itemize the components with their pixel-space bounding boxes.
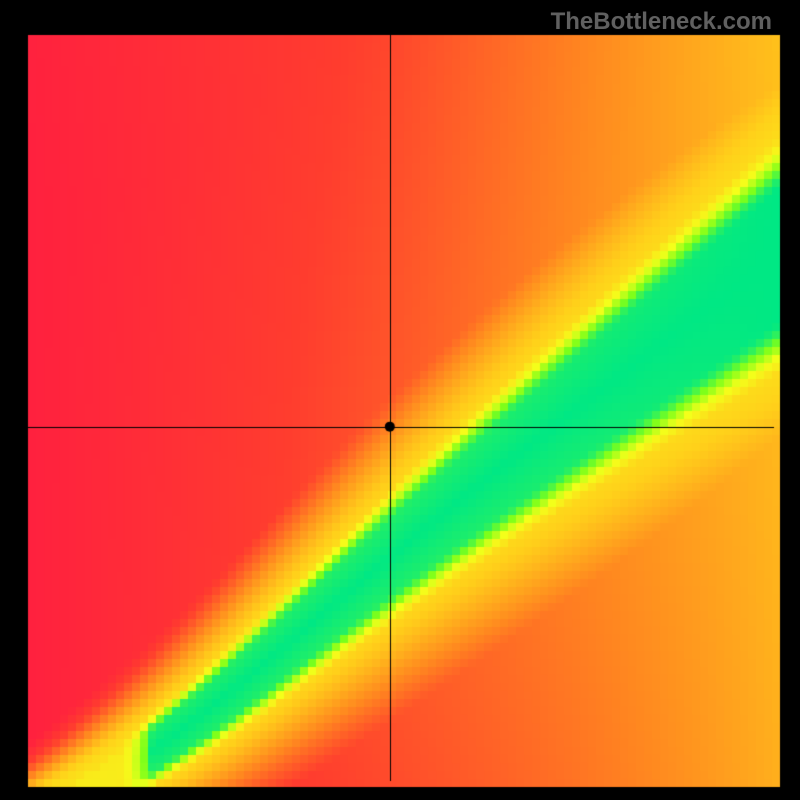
chart-container: TheBottleneck.com xyxy=(0,0,800,800)
watermark-text: TheBottleneck.com xyxy=(551,8,772,36)
heatmap-canvas xyxy=(0,0,800,800)
